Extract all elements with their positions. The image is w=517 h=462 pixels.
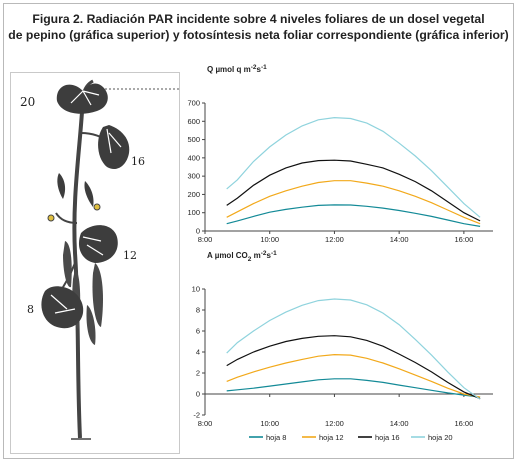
y-tick-label: 700 bbox=[187, 99, 200, 108]
par-radiation-chart: Q µmol q m-2s-1 0 100 200 300 400 500 600 700 8:0… bbox=[187, 64, 493, 244]
series-line-hoja-16 bbox=[226, 335, 481, 400]
y-axis-label-part: -1 bbox=[261, 64, 267, 71]
y-axis-label-part: -2 bbox=[261, 250, 267, 257]
series-line-hoja-12 bbox=[226, 180, 481, 225]
y-tick-label: 200 bbox=[187, 190, 200, 199]
y-tick-label: 2 bbox=[196, 369, 200, 378]
y-tick-label: 4 bbox=[196, 348, 200, 357]
title-line-1: Figura 2. Radiación PAR incidente sobre … bbox=[32, 12, 485, 26]
y-tick-label: 500 bbox=[187, 135, 200, 144]
series-line-hoja-8 bbox=[226, 204, 481, 227]
y-tick-label: 0 bbox=[196, 390, 200, 399]
y-axis-label-part: -1 bbox=[271, 250, 277, 257]
y-axis-label-part: A µmol CO bbox=[207, 251, 248, 260]
legend-label-hoja-16: hoja 16 bbox=[375, 433, 400, 442]
y-tick-label: 600 bbox=[187, 117, 200, 126]
x-tick-label: 12:00 bbox=[325, 419, 344, 428]
series-line-hoja-8 bbox=[226, 378, 481, 398]
x-tick-label: 10:00 bbox=[260, 419, 279, 428]
y-tick-label: 400 bbox=[187, 153, 200, 162]
y-axis-label-part: 2 bbox=[248, 256, 252, 263]
leaf-label-16: 16 bbox=[131, 155, 145, 168]
y-tick-label: 6 bbox=[196, 327, 200, 336]
x-tick-label: 8:00 bbox=[198, 419, 213, 428]
y-tick-label: 10 bbox=[192, 285, 200, 294]
y-axis-label-part: m bbox=[251, 251, 260, 260]
x-tick-label: 14:00 bbox=[390, 235, 409, 244]
y-axis-label-part: Q µmol q m bbox=[207, 65, 251, 74]
x-tick-label: 10:00 bbox=[260, 235, 279, 244]
y-tick-label: -2 bbox=[193, 411, 200, 420]
leaf-label-12: 12 bbox=[123, 249, 137, 262]
y-tick-label: 300 bbox=[187, 172, 200, 181]
legend-label-hoja-8: hoja 8 bbox=[266, 433, 286, 442]
leaf-label-20: 20 bbox=[20, 95, 35, 109]
cucumber-plant-drawing: 20 16 12 8 bbox=[20, 79, 179, 440]
legend-label-hoja-20: hoja 20 bbox=[428, 433, 453, 442]
x-tick-label: 12:00 bbox=[325, 235, 344, 244]
x-tick-label: 16:00 bbox=[454, 419, 473, 428]
series-line-hoja-16 bbox=[226, 159, 481, 222]
y-axis-label-part: s bbox=[257, 65, 262, 74]
series-line-hoja-20 bbox=[226, 298, 481, 400]
y-axis-label-part: -2 bbox=[251, 64, 257, 71]
y-tick-label: 0 bbox=[196, 227, 200, 236]
chart-legend: hoja 8 hoja 12 hoja 16 hoja 20 bbox=[249, 433, 453, 442]
y-tick-label: 8 bbox=[196, 306, 200, 315]
plant-illustration-panel: 20 16 12 8 bbox=[10, 72, 180, 454]
x-tick-label: 8:00 bbox=[198, 235, 213, 244]
legend-label-hoja-12: hoja 12 bbox=[319, 433, 344, 442]
series-line-hoja-20 bbox=[226, 116, 481, 218]
y-axis-label: Q µmol q m-2s-1 bbox=[207, 64, 267, 74]
y-axis-label-part: s bbox=[267, 251, 272, 260]
y-axis-label: A µmol CO2 m-2s-1 bbox=[207, 250, 277, 263]
x-tick-label: 14:00 bbox=[390, 419, 409, 428]
series-line-hoja-12 bbox=[226, 353, 481, 398]
title-line-2: de pepino (gráfica superior) y fotosínte… bbox=[8, 28, 509, 42]
figure-title: Figura 2. Radiación PAR incidente sobre … bbox=[0, 11, 517, 43]
leaf-label-8: 8 bbox=[27, 303, 34, 316]
y-tick-label: 100 bbox=[187, 208, 200, 217]
x-tick-label: 16:00 bbox=[454, 235, 473, 244]
